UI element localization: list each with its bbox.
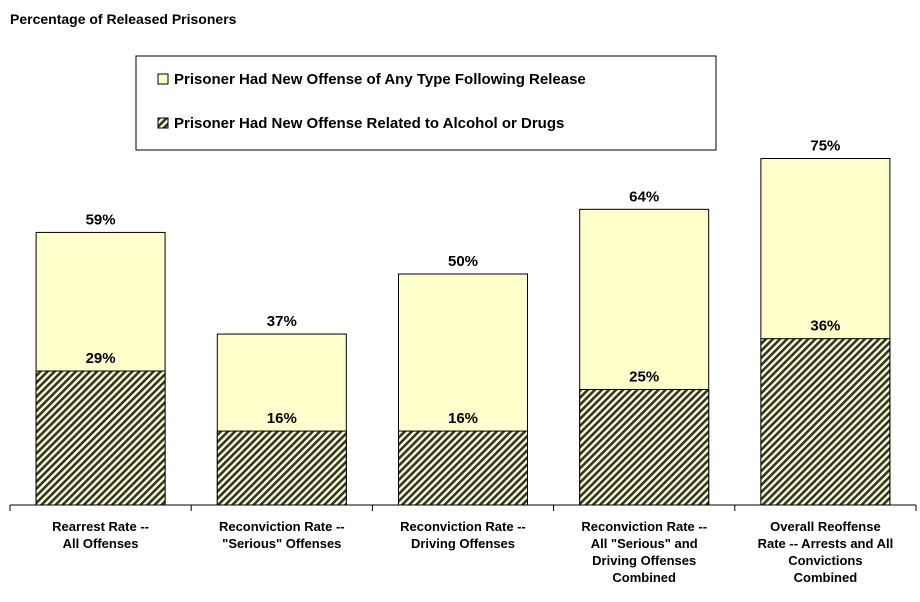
x-axis-labels: Rearrest Rate --All Offenses Reconviction… xyxy=(52,519,893,585)
legend-swatch xyxy=(157,73,169,85)
data-label-alcohol-drugs: 16% xyxy=(267,410,297,427)
legend-swatch xyxy=(157,117,169,129)
data-label-total: 75% xyxy=(810,138,840,155)
chart-title: Percentage of Released Prisoners xyxy=(10,11,237,27)
data-label-alcohol-drugs: 36% xyxy=(810,318,840,335)
data-label-total: 50% xyxy=(448,253,478,270)
bar-alcohol-drugs xyxy=(579,389,710,506)
legend-label: Prisoner Had New Offense Related to Alco… xyxy=(174,115,564,132)
bar-alcohol-drugs xyxy=(398,430,528,506)
bar-alcohol-drugs xyxy=(35,370,166,506)
x-tick-label: Rearrest Rate --All Offenses xyxy=(52,519,149,551)
x-tick-label: Reconviction Rate --Driving Offenses xyxy=(400,519,526,551)
legend-label: Prisoner Had New Offense of Any Type Fol… xyxy=(174,71,586,88)
data-label-total: 64% xyxy=(629,188,659,205)
legend: Prisoner Had New Offense of Any Type Fol… xyxy=(135,55,717,151)
x-tick-label: Reconviction Rate --All "Serious" and Dri… xyxy=(581,519,707,585)
bars: 59% 29% 37% 16% 50% 16% 64% 25% 75% 36% xyxy=(35,138,891,506)
data-label-alcohol-drugs: 16% xyxy=(448,410,478,427)
bar-alcohol-drugs xyxy=(216,430,347,506)
bar-alcohol-drugs xyxy=(760,338,891,506)
data-label-alcohol-drugs: 25% xyxy=(629,369,659,386)
data-label-total: 37% xyxy=(267,313,297,330)
x-tick-label: Reconviction Rate --"Serious" Offenses xyxy=(219,519,345,551)
x-tick-label: Overall Reoffense Rate -- Arrests and All… xyxy=(758,519,894,585)
data-label-total: 59% xyxy=(86,211,116,228)
x-axis-ticks xyxy=(9,505,917,511)
data-label-alcohol-drugs: 29% xyxy=(86,350,116,367)
legend-box xyxy=(135,55,717,151)
